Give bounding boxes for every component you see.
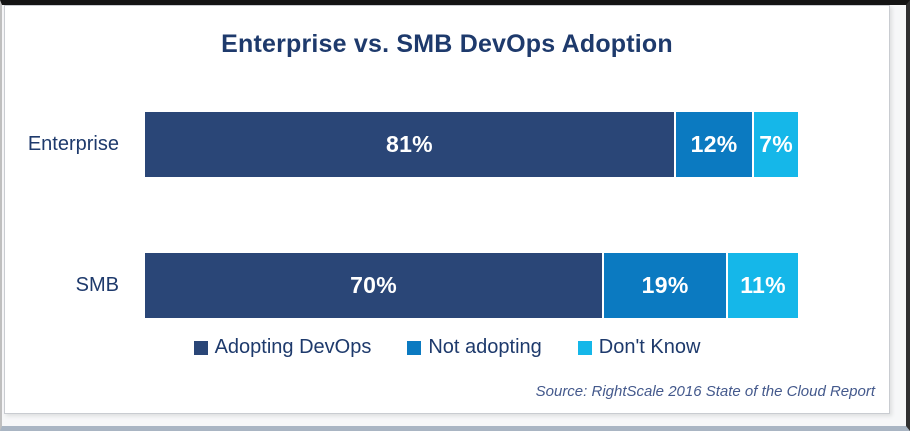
legend-item-don-t-know: Don't Know [577, 336, 701, 359]
segment-value-label: 7% [759, 131, 794, 157]
segment-value-label: 70% [350, 272, 398, 298]
segment-value-label: 81% [385, 131, 433, 157]
legend-label-don-t-know: Don't Know [598, 336, 701, 358]
legend-swatch-not-adopting [407, 340, 422, 355]
bar-segment-don-t-know: 7% [752, 112, 798, 177]
bar-segment-adopting-devops: 70% [145, 253, 603, 318]
legend-item-not-adopting: Not adopting [407, 336, 542, 359]
bar-segment-don-t-know: 11% [726, 253, 798, 318]
bar-row: SMB 70% 19% 11% [5, 253, 889, 318]
segment-value-label: 11% [740, 272, 786, 298]
bar-segment-not-adopting: 19% [602, 253, 727, 318]
bar-segment-adopting-devops: 81% [145, 112, 674, 177]
bar-row: Enterprise 81% 12% 7% [5, 112, 889, 177]
segment-value-label: 19% [641, 272, 689, 298]
chart-title: Enterprise vs. SMB DevOps Adoption [221, 30, 673, 58]
bar-enterprise: 81% 12% 7% [145, 112, 798, 177]
bar-smb: 70% 19% 11% [145, 253, 798, 318]
bar-segment-not-adopting: 12% [673, 112, 753, 177]
legend-item-adopting-devops: Adopting DevOps [193, 336, 372, 359]
legend-swatch-don-t-know [577, 340, 592, 355]
source-note: Source: RightScale 2016 State of the Clo… [535, 383, 875, 400]
segment-value-label: 12% [690, 131, 738, 157]
chart-panel: Enterprise vs. SMB DevOps Adoption Enter… [4, 5, 890, 414]
legend: Adopting DevOps Not adopting Don't Know [5, 336, 889, 359]
legend-label-adopting-devops: Adopting DevOps [214, 336, 372, 358]
category-label-smb: SMB [75, 274, 119, 296]
legend-swatch-adopting-devops [193, 340, 208, 355]
category-label-enterprise: Enterprise [27, 133, 119, 155]
legend-label-not-adopting: Not adopting [428, 336, 542, 358]
